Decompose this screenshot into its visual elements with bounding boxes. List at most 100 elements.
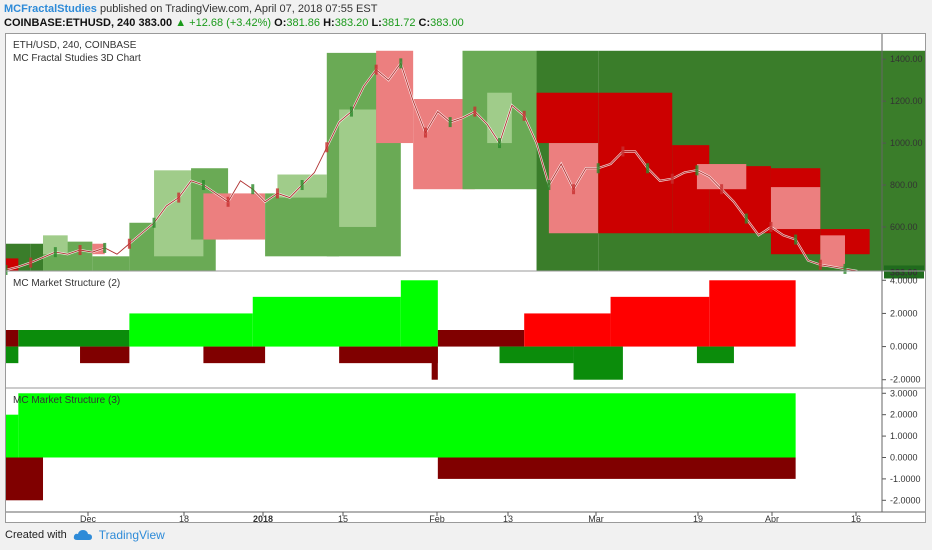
price-candle-16 <box>201 180 205 191</box>
symbol-label: COINBASE:ETHUSD, 240 <box>4 17 136 29</box>
structure-bar-4 <box>400 280 438 347</box>
fractal-zone-14 <box>339 109 377 227</box>
last-price-badge <box>884 265 924 279</box>
structure-bar-2 <box>6 457 44 501</box>
x-tick-label-2: 2018 <box>253 514 273 522</box>
price-candle-44 <box>547 180 551 191</box>
low-label: L: <box>371 17 382 29</box>
x-tick-label-9: 16 <box>851 514 861 522</box>
x-tick-label-1: 18 <box>179 514 189 522</box>
price-candle-0 <box>6 264 8 275</box>
created-with-text: Created with <box>5 529 67 541</box>
structure-bar-2 <box>129 313 253 347</box>
y-tick-label: 4.0000 <box>890 275 918 285</box>
price-candle-22 <box>275 188 279 199</box>
structure-bar-6 <box>524 313 611 347</box>
y-tick-label: -2.0000 <box>890 495 921 505</box>
structure-bar-3 <box>437 457 796 479</box>
price-change: ▲ +12.68 (+3.42%) <box>175 17 272 29</box>
structure-bar-15 <box>573 346 623 380</box>
price-candle-34 <box>423 127 427 138</box>
chart-frame[interactable]: ETH/USD, 240, COINBASE MC Fractal Studies… <box>5 33 926 523</box>
structure-bar-5 <box>437 330 525 347</box>
price-candle-40 <box>498 138 502 149</box>
structure-bar-8 <box>709 280 796 347</box>
low-value: 381.72 <box>381 17 416 29</box>
publisher-link[interactable]: MCFractalStudies <box>4 3 97 15</box>
open-value: 381.86 <box>286 17 321 29</box>
price-candle-64 <box>794 234 798 245</box>
price-candle-12 <box>152 217 156 228</box>
close-value: 383.00 <box>430 17 464 29</box>
price-candle-8 <box>103 242 107 253</box>
structure-bar-0 <box>6 330 19 347</box>
pane-title-3: MC Market Structure (3) <box>13 395 120 406</box>
structure-bar-3 <box>252 296 401 347</box>
price-candle-68 <box>843 263 847 274</box>
footer: Created with TradingView <box>5 528 165 542</box>
y-tick-label: 600.00 <box>890 222 918 232</box>
y-tick-label: -1.0000 <box>890 474 921 484</box>
tradingview-brand[interactable]: TradingView <box>98 528 165 542</box>
fractal-zone-20 <box>536 92 599 144</box>
price-candle-46 <box>572 184 576 195</box>
structure-bar-12 <box>339 346 438 364</box>
price-candle-54 <box>670 173 674 184</box>
pane-title-2: MC Market Structure (2) <box>13 278 120 289</box>
price-candle-58 <box>720 184 724 195</box>
price-candle-6 <box>78 245 82 256</box>
tradingview-cloud-icon <box>73 530 92 540</box>
last-price-label: 383.00 <box>890 267 918 277</box>
price-candle-20 <box>251 184 255 195</box>
y-tick-label: 1000.00 <box>890 138 923 148</box>
structure-bar-16 <box>696 346 734 364</box>
price-candle-36 <box>448 117 452 128</box>
x-tick-label-6: Mar <box>588 514 604 522</box>
structure-bar-0 <box>6 414 19 458</box>
structure-bar-7 <box>610 296 710 347</box>
price-candle-56 <box>695 165 699 176</box>
fractal-zone-24 <box>672 145 710 234</box>
price-candle-38 <box>473 106 477 117</box>
fractal-zone-15 <box>376 50 414 144</box>
structure-bar-1 <box>18 393 796 458</box>
y-tick-label: 1.0000 <box>890 431 918 441</box>
x-tick-label-8: Apr <box>765 514 779 522</box>
high-value: 383.20 <box>334 17 369 29</box>
price-candle-28 <box>349 106 353 117</box>
price-candle-24 <box>300 180 304 191</box>
price-candle-50 <box>621 146 625 157</box>
y-tick-label: 0.0000 <box>890 342 918 352</box>
price-candle-60 <box>744 213 748 224</box>
y-tick-label: 1400.00 <box>890 54 923 64</box>
y-tick-label: 2.0000 <box>890 410 918 420</box>
fractal-zone-23 <box>598 92 673 234</box>
price-candle-2 <box>29 257 33 268</box>
chart-canvas[interactable]: ETH/USD, 240, COINBASE MC Fractal Studies… <box>6 34 925 522</box>
fractal-zone-28 <box>770 187 821 230</box>
fractal-zone-6 <box>92 256 130 271</box>
price-candle-48 <box>596 163 600 174</box>
price-candle-52 <box>646 163 650 174</box>
y-tick-label: 2.0000 <box>890 308 918 318</box>
y-tick-label: -2.0000 <box>890 375 921 385</box>
x-tick-label-5: 13 <box>503 514 513 522</box>
high-label: H: <box>323 17 335 29</box>
price-candle-26 <box>325 142 329 153</box>
close-label: C: <box>418 17 431 29</box>
published-text: published on TradingView.com, April 07, … <box>99 3 378 15</box>
pane-title-1: ETH/USD, 240, COINBASE <box>13 40 137 51</box>
x-tick-label-7: 19 <box>693 514 703 522</box>
fractal-zone-4 <box>43 235 68 255</box>
price-candle-66 <box>818 259 822 270</box>
structure-bar-13 <box>431 346 438 380</box>
price-candle-30 <box>374 64 378 75</box>
price-candle-4 <box>53 247 57 258</box>
x-tick-label-3: 15 <box>338 514 348 522</box>
x-tick-label-4: Feb <box>429 514 445 522</box>
price-candle-42 <box>522 110 526 121</box>
structure-bar-9 <box>6 346 19 364</box>
fractal-zone-2 <box>30 243 44 271</box>
structure-bar-1 <box>18 330 130 347</box>
open-label: O: <box>274 17 287 29</box>
